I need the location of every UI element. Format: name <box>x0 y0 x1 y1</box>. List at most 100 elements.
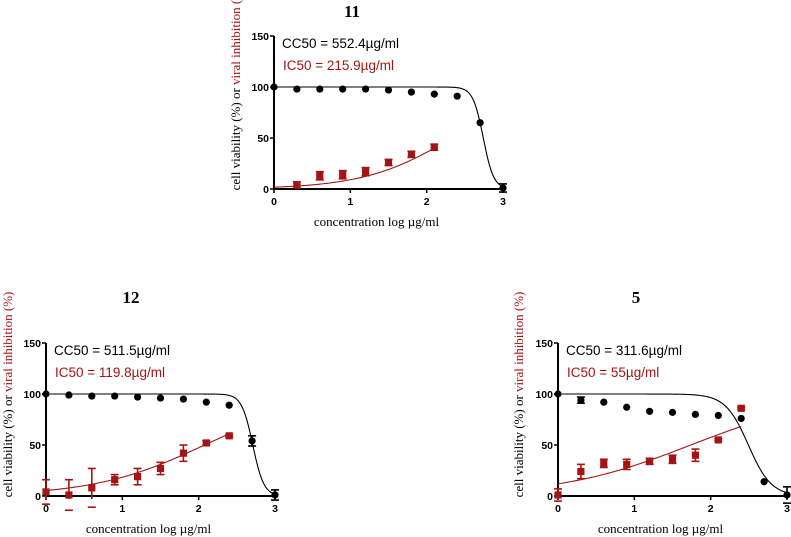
y-tick-label: 150 <box>535 338 553 350</box>
y-tick-label: 100 <box>535 389 553 401</box>
data-point-viability <box>783 491 791 499</box>
data-point-viability <box>714 411 722 420</box>
data-point-viability <box>577 396 585 404</box>
data-point-inhibition <box>362 168 370 176</box>
x-tick-label: 2 <box>424 196 430 208</box>
data-point-inhibition <box>202 439 210 447</box>
y-tick-label: 150 <box>251 31 269 43</box>
data-point-viability <box>430 90 438 98</box>
y-tick-label: 50 <box>29 440 41 452</box>
data-point-viability <box>760 478 768 486</box>
data-point-viability <box>600 398 608 406</box>
fit-curve <box>274 86 504 188</box>
data-point-viability <box>339 85 347 93</box>
data-point-viability <box>65 391 73 399</box>
x-tick-label: 0 <box>555 503 561 515</box>
data-point-inhibition <box>691 451 699 459</box>
data-point-inhibition <box>554 491 562 499</box>
data-point-viability <box>42 390 50 398</box>
data-point-inhibition <box>65 491 73 499</box>
data-point-inhibition <box>714 436 722 444</box>
series-cell-viability <box>554 390 791 504</box>
data-point-viability <box>271 491 279 499</box>
fit-curve <box>557 425 742 485</box>
fit-curve <box>558 393 788 494</box>
data-point-viability <box>88 392 96 400</box>
y-tick-label: 0 <box>547 491 553 503</box>
data-point-inhibition <box>384 158 393 167</box>
y-tick-label: 150 <box>23 338 41 350</box>
data-point-viability <box>111 392 119 400</box>
data-point-viability <box>384 86 393 94</box>
data-point-viability <box>691 410 700 418</box>
data-point-viability <box>156 394 165 402</box>
series-cell-viability <box>42 390 279 501</box>
series-viral-inhibition <box>273 143 439 189</box>
data-point-viability <box>179 395 187 403</box>
x-tick-label: 1 <box>347 196 353 208</box>
y-tick-label: 100 <box>23 389 41 401</box>
data-point-viability <box>737 414 745 423</box>
x-tick-label: 2 <box>196 503 202 515</box>
data-point-viability <box>623 403 631 411</box>
data-point-viability <box>248 437 256 445</box>
data-point-inhibition <box>88 484 96 492</box>
x-tick-label: 1 <box>631 503 637 515</box>
y-tick-label: 100 <box>251 82 269 94</box>
data-point-inhibition <box>600 459 608 467</box>
x-tick-label: 2 <box>708 503 714 515</box>
y-axis-label-viability: cell viability (%) or <box>0 392 15 497</box>
data-point-viability <box>225 401 233 409</box>
x-tick-label: 3 <box>784 503 790 515</box>
x-tick-label: 3 <box>272 503 278 515</box>
fit-curve <box>46 393 276 495</box>
y-axis-label: cell viability (%) or viral inhibition (… <box>511 292 526 498</box>
cc50-annotation: CC50 = 511.5µg/ml <box>54 343 170 358</box>
data-point-inhibition <box>737 404 745 412</box>
data-point-viability <box>270 83 278 91</box>
ic50-annotation: IC50 = 55µg/ml <box>567 365 659 380</box>
x-tick-label: 3 <box>500 196 506 208</box>
data-point-viability <box>362 85 370 93</box>
cc50-annotation: CC50 = 311.6µg/ml <box>566 343 682 358</box>
data-point-inhibition <box>134 473 142 481</box>
data-point-inhibition <box>42 488 50 496</box>
data-point-inhibition <box>156 464 165 473</box>
data-point-viability <box>668 408 677 416</box>
y-axis-label-inhibition: viral inhibition (%) <box>0 292 15 392</box>
data-point-inhibition <box>293 181 301 189</box>
y-axis-label: cell viability (%) or viral inhibition (… <box>228 0 243 190</box>
data-point-viability <box>476 119 484 127</box>
data-point-inhibition <box>430 143 438 151</box>
x-tick-label: 0 <box>271 196 277 208</box>
data-point-inhibition <box>577 467 585 476</box>
y-tick-label: 0 <box>263 184 269 196</box>
data-point-viability <box>134 393 142 401</box>
data-point-viability <box>316 85 324 93</box>
chart-title: 11 <box>344 2 360 21</box>
x-tick-label: 1 <box>119 503 125 515</box>
fit-curve <box>273 147 435 188</box>
data-point-inhibition <box>316 172 324 180</box>
y-tick-label: 0 <box>35 491 41 503</box>
x-tick-label: 0 <box>43 503 49 515</box>
data-point-inhibition <box>339 171 347 179</box>
y-axis-label-viability: cell viability (%) or <box>511 392 526 497</box>
series-cell-viability <box>270 83 507 193</box>
data-point-viability <box>554 390 562 398</box>
data-point-viability <box>499 184 507 192</box>
data-point-inhibition <box>111 476 119 484</box>
data-point-viability <box>407 88 415 96</box>
data-point-inhibition <box>225 432 233 440</box>
data-point-inhibition <box>623 460 631 468</box>
x-axis-label: concentration log µg/ml <box>598 521 724 536</box>
y-axis-label-viability: cell viability (%) or <box>228 85 243 190</box>
data-point-viability <box>646 407 654 415</box>
y-tick-label: 50 <box>257 133 269 145</box>
series-viral-inhibition <box>42 432 234 512</box>
data-point-inhibition <box>668 455 677 463</box>
y-axis-label-inhibition: viral inhibition (%) <box>511 292 526 392</box>
ic50-annotation: IC50 = 215.9µg/ml <box>283 58 394 73</box>
